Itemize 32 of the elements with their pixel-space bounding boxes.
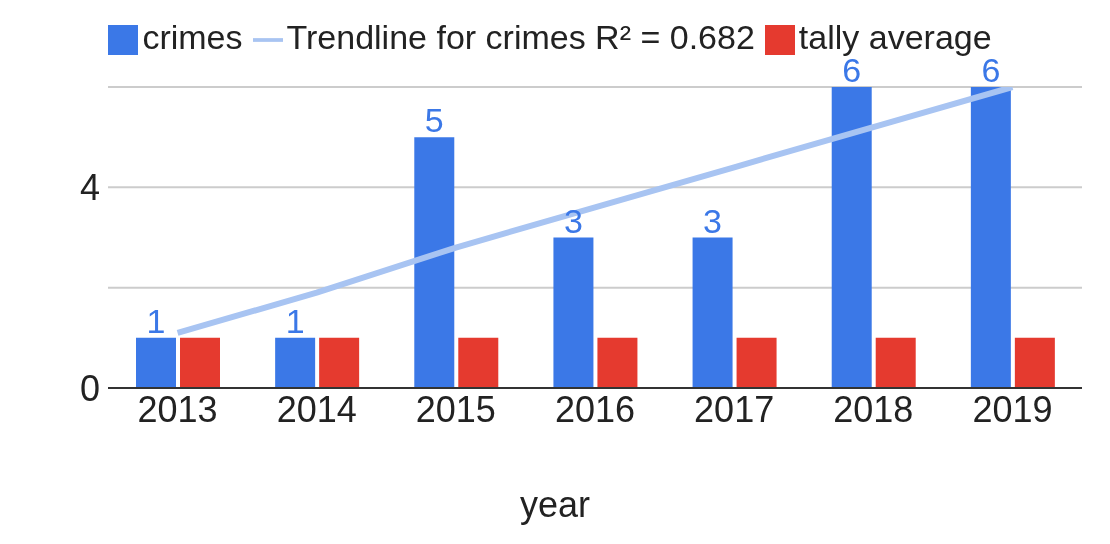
x-tick-label: 2019 xyxy=(972,388,1053,430)
x-tick-label: 2016 xyxy=(554,388,636,430)
legend-label: crimes xyxy=(142,18,243,56)
x-tick-label: 2017 xyxy=(694,388,775,430)
bar xyxy=(597,337,638,388)
data-label: 3 xyxy=(703,201,723,240)
bar xyxy=(970,87,1011,388)
data-label: 1 xyxy=(146,301,166,340)
y-tick-label: 0 xyxy=(79,367,100,409)
data-label: 6 xyxy=(981,51,1001,89)
bar xyxy=(319,337,360,388)
data-label: 5 xyxy=(424,101,444,140)
bar xyxy=(692,237,733,388)
bar xyxy=(831,87,872,388)
bar xyxy=(736,337,777,388)
bar xyxy=(275,337,316,388)
bar xyxy=(458,337,499,388)
data-label: 1 xyxy=(285,301,305,340)
bar xyxy=(414,137,455,388)
bar xyxy=(553,237,594,388)
y-tick-label: 4 xyxy=(79,167,100,209)
bar xyxy=(875,337,916,388)
legend-label: Trendline for crimes R² = 0.682 xyxy=(286,18,755,56)
bar xyxy=(136,337,176,388)
x-tick-label: 2013 xyxy=(137,388,218,430)
bar xyxy=(1014,337,1055,388)
bar xyxy=(180,337,220,388)
x-tick-label: 2014 xyxy=(276,388,357,430)
x-tick-label: 2018 xyxy=(833,388,914,430)
data-label: 3 xyxy=(563,201,583,240)
x-tick-label: 2015 xyxy=(415,388,496,430)
x-axis-title: year xyxy=(519,484,591,526)
